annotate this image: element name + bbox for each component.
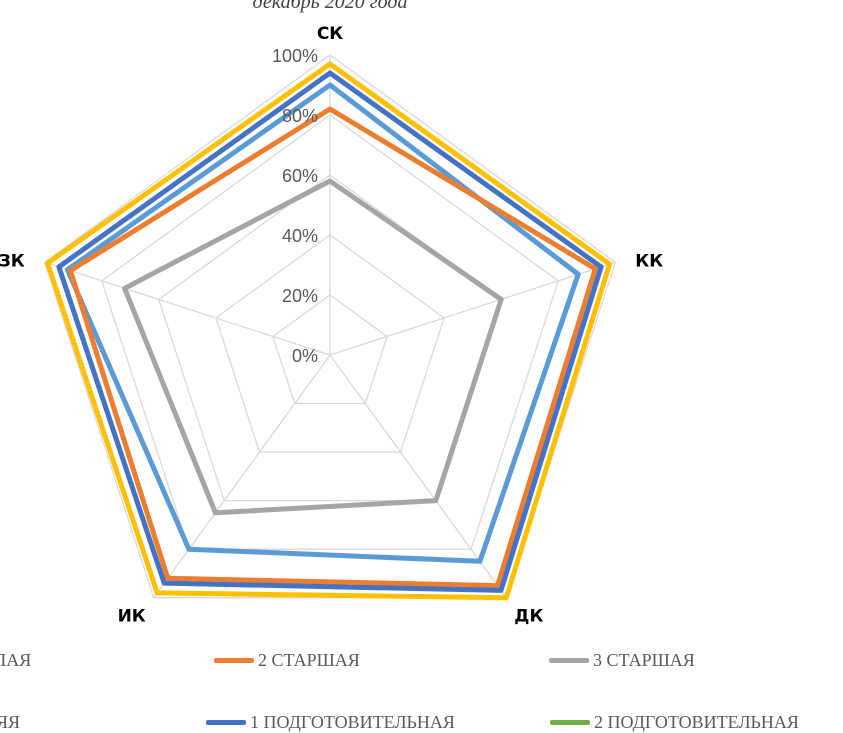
legend-label-row1-left: ЛАЯ bbox=[0, 650, 32, 670]
grid-ring-80% bbox=[100, 114, 560, 550]
legend-swatch-1-podgotovitelnaya bbox=[206, 720, 246, 725]
axis-label: ЗК bbox=[0, 251, 25, 271]
legend-item-row1-left: ЛАЯ bbox=[0, 650, 31, 671]
legend-item-row2-left: ЯЯ bbox=[0, 712, 20, 733]
tick-label: 60% bbox=[282, 166, 318, 186]
series-line-5 bbox=[45, 61, 613, 601]
series-line-0 bbox=[65, 82, 581, 564]
legend-item-2-podgotovitelnaya: 2 ПОДГОТОВИТЕЛЬНАЯ bbox=[550, 712, 799, 733]
axis-label: ИК bbox=[118, 607, 146, 627]
legend-label-2-starshaya: 2 СТАРШАЯ bbox=[258, 650, 360, 670]
axis-label: КК bbox=[635, 251, 663, 271]
legend-label-3-starshaya: 3 СТАРШАЯ bbox=[593, 650, 695, 670]
legend-label-2-podgotovitelnaya: 2 ПОДГОТОВИТЕЛЬНАЯ bbox=[594, 712, 799, 732]
grid-ring-40% bbox=[215, 234, 445, 453]
legend-item-2-starshaya: 2 СТАРШАЯ bbox=[214, 650, 360, 671]
legend-swatch-2-podgotovitelnaya bbox=[550, 720, 590, 725]
chart-title: декабрь 2020 года bbox=[253, 0, 408, 13]
series-line-3 bbox=[56, 70, 604, 593]
grid-ring-20% bbox=[272, 294, 388, 405]
legend-swatch-3-starshaya bbox=[549, 658, 589, 663]
axis-label: ДК bbox=[514, 607, 543, 627]
legend-swatch-2-starshaya bbox=[214, 658, 254, 663]
grid-spoke-1 bbox=[329, 261, 616, 356]
series-line-2 bbox=[122, 178, 504, 516]
tick-label: 0% bbox=[292, 346, 318, 366]
legend-label-row2-left: ЯЯ bbox=[0, 712, 21, 732]
grid-spoke-2 bbox=[329, 354, 507, 599]
tick-label: 80% bbox=[282, 106, 318, 126]
series-layer bbox=[45, 61, 613, 601]
tick-label: 20% bbox=[282, 286, 318, 306]
grid-spoke-4 bbox=[44, 261, 331, 356]
tick-label: 40% bbox=[282, 226, 318, 246]
series-line-1 bbox=[67, 106, 598, 589]
tick-labels: 0% 20% 40% 60% 80% 100% bbox=[272, 46, 318, 366]
axis-labels: СК КК ДК ИК ЗК bbox=[0, 24, 663, 627]
legend-item-1-podgotovitelnaya: 1 ПОДГОТОВИТЕЛЬНАЯ bbox=[206, 712, 455, 733]
legend-label-1-podgotovitelnaya: 1 ПОДГОТОВИТЕЛЬНАЯ bbox=[250, 712, 455, 732]
axis-label: СК bbox=[317, 24, 343, 44]
grid-spoke-3 bbox=[153, 354, 331, 599]
tick-label: 100% bbox=[272, 46, 318, 66]
legend-item-3-starshaya: 3 СТАРШАЯ bbox=[549, 650, 695, 671]
